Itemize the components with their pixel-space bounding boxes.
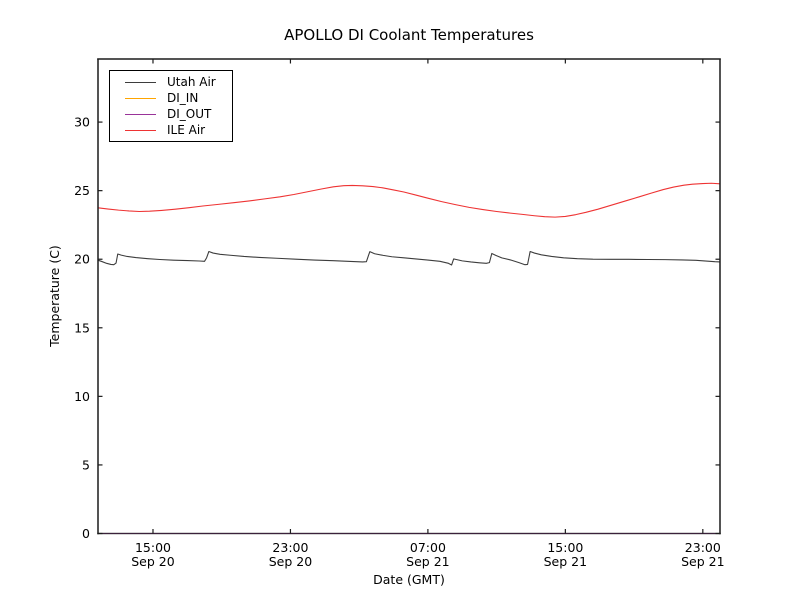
x-tick-label-time: 15:00 (547, 540, 583, 555)
x-tick-label-time: 15:00 (135, 540, 171, 555)
legend-item-ile-air: ILE Air (125, 123, 228, 138)
chart-title: APOLLO DI Coolant Temperatures (284, 26, 534, 44)
series-line-utah-air (97, 250, 721, 266)
legend-box: Utah Air DI_IN DI_OUT ILE Air (109, 70, 233, 142)
axes-spines (97, 58, 721, 535)
x-axis-title: Date (GMT) (373, 572, 445, 587)
axis-ticks (98, 59, 720, 535)
x-tick-label-date: Sep 21 (681, 554, 724, 569)
x-tick-label-time: 23:00 (685, 540, 721, 555)
x-tick-label-date: Sep 20 (131, 554, 174, 569)
legend-label: Utah Air (167, 75, 216, 89)
x-tick-label-time: 23:00 (272, 540, 308, 555)
y-tick-label: 30 (74, 115, 90, 130)
y-axis-title: Temperature (C) (47, 245, 62, 348)
legend-label: ILE Air (167, 123, 206, 137)
legend-item-di-in: DI_IN (125, 91, 228, 106)
y-tick-label: 25 (74, 183, 90, 198)
legend-line-sample (125, 97, 156, 99)
x-tick-label-time: 07:00 (410, 540, 446, 555)
legend-line-sample (125, 129, 156, 131)
x-tick-label-date: Sep 21 (406, 554, 449, 569)
legend-label: DI_OUT (167, 107, 212, 121)
x-tick-label-date: Sep 21 (544, 554, 587, 569)
y-tick-label: 20 (74, 252, 90, 267)
legend-item-utah-air: Utah Air (125, 75, 228, 90)
legend-line-sample (125, 81, 156, 83)
legend-label: DI_IN (167, 91, 199, 105)
y-tick-label: 5 (82, 457, 90, 472)
series-line-ile-air (97, 182, 721, 218)
y-tick-label: 15 (74, 320, 90, 335)
x-tick-label-date: Sep 20 (269, 554, 312, 569)
legend-line-sample (125, 113, 156, 115)
y-tick-label: 0 (82, 526, 90, 541)
legend-item-di-out: DI_OUT (125, 107, 228, 122)
y-tick-label: 10 (74, 389, 90, 404)
